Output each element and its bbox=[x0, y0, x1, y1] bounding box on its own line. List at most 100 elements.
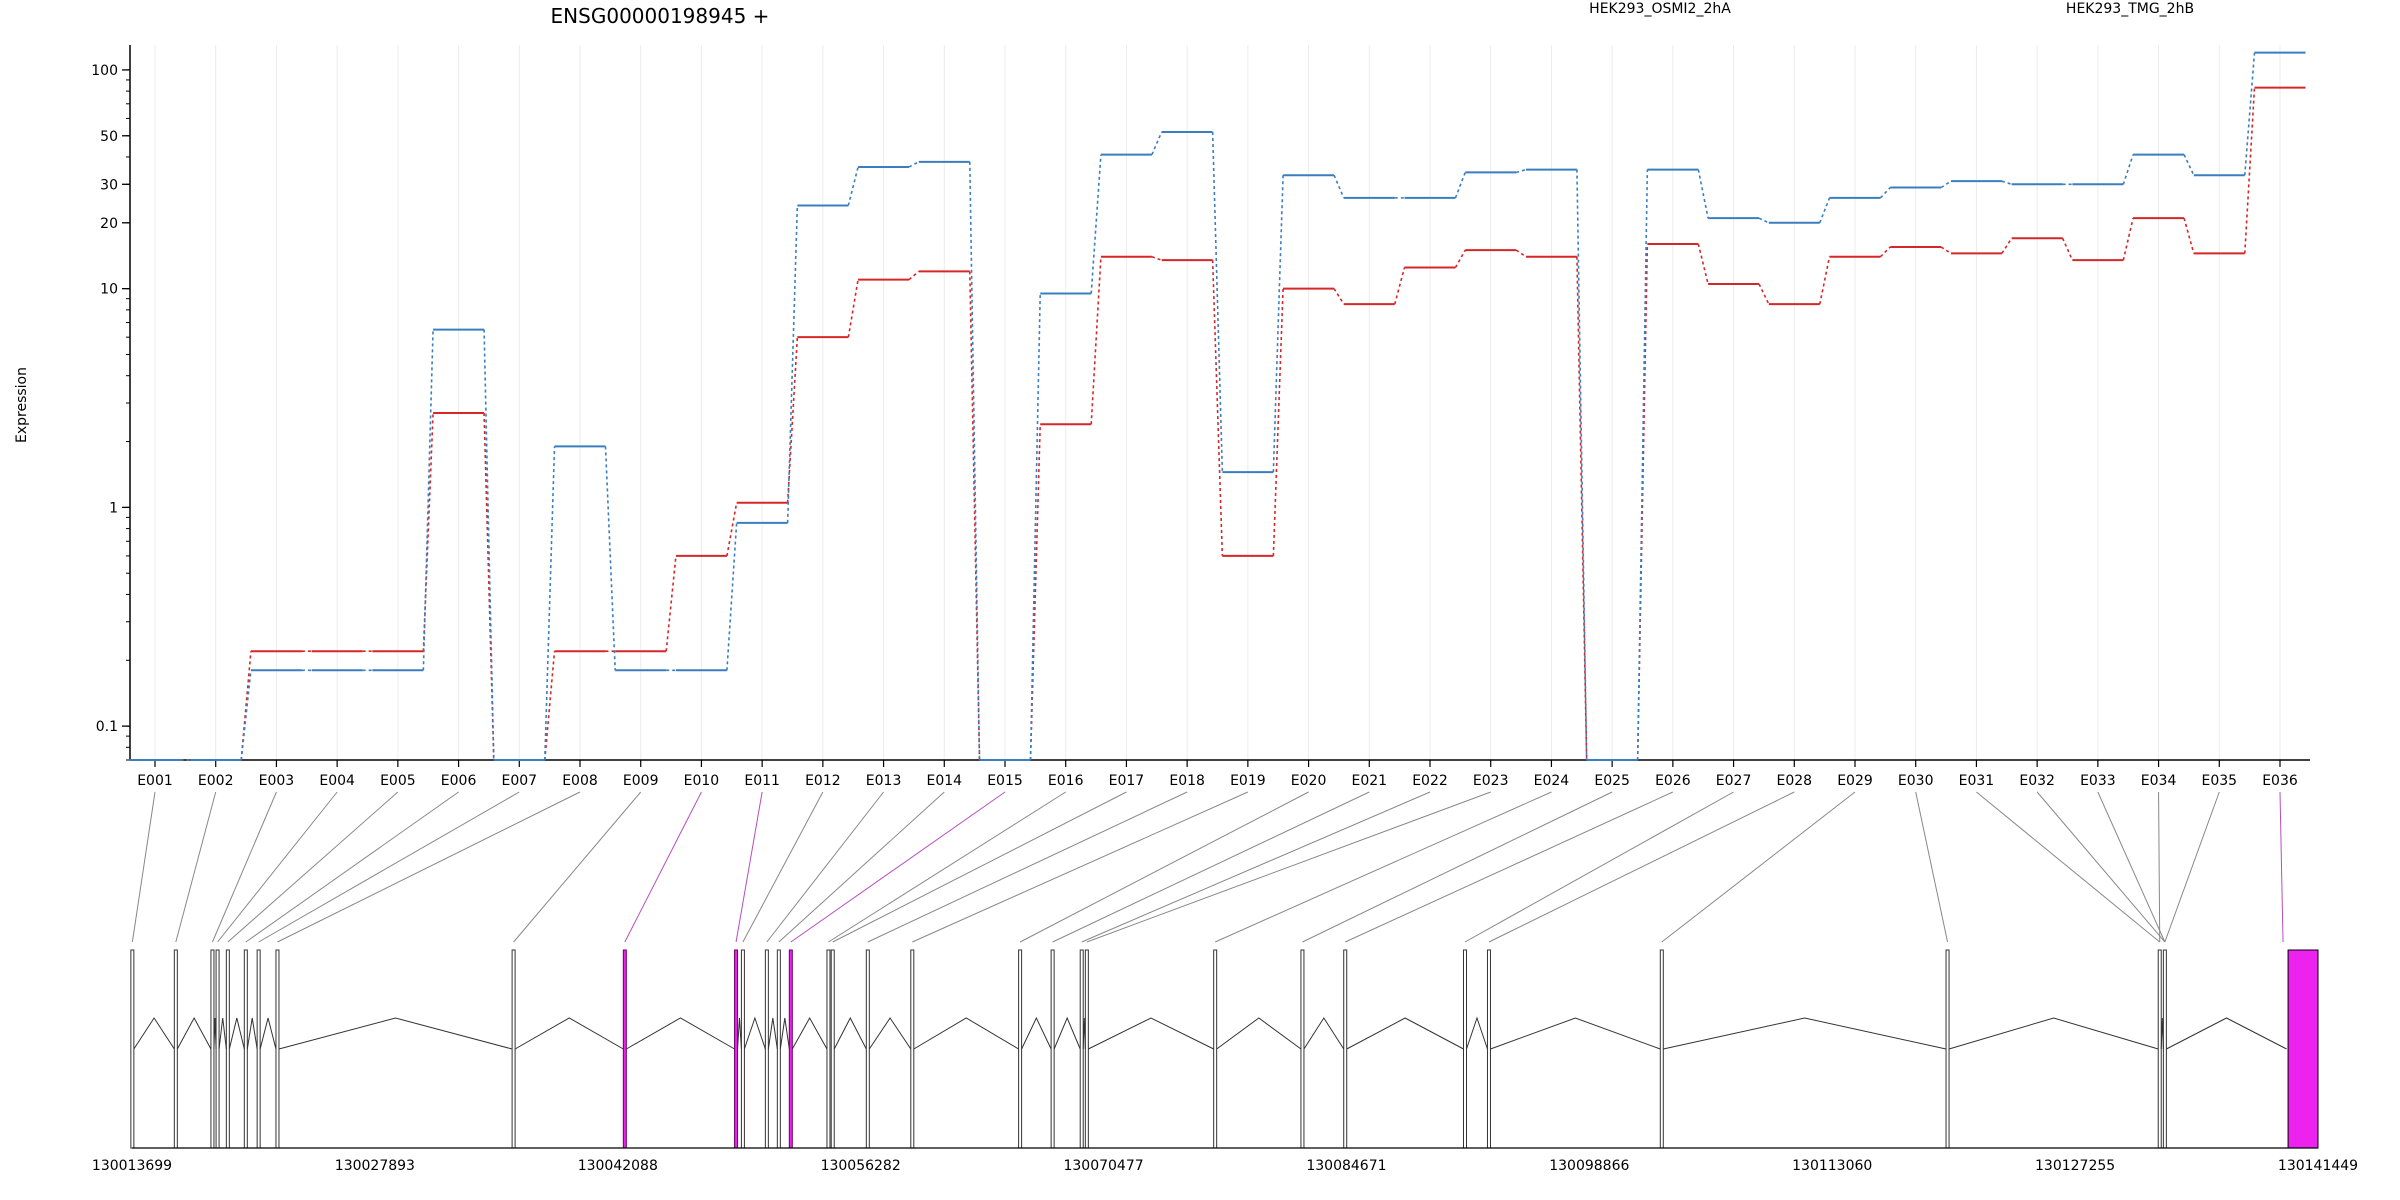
x-tick-label: E006 bbox=[441, 773, 477, 789]
x-tick-label: E012 bbox=[805, 773, 841, 789]
connector-segment bbox=[240, 670, 252, 761]
exon bbox=[826, 949, 831, 1149]
connector-segment bbox=[1636, 169, 1649, 761]
x-tick-label: E005 bbox=[380, 773, 416, 789]
x-tick-label: E036 bbox=[2262, 773, 2298, 789]
connector-segment bbox=[1029, 293, 1042, 761]
connector-segment bbox=[2061, 237, 2074, 261]
exon-connector bbox=[1464, 791, 1734, 943]
x-tick-label: E032 bbox=[2019, 773, 2055, 789]
x-tick-label: E009 bbox=[623, 773, 659, 789]
intron-line bbox=[767, 1017, 778, 1050]
connector-segment bbox=[726, 522, 738, 671]
exon-connector bbox=[742, 791, 824, 943]
exon-highlighted bbox=[622, 949, 627, 1149]
connector-segment bbox=[2243, 52, 2256, 176]
connector-segment bbox=[422, 329, 434, 671]
exon-connector bbox=[1976, 791, 2161, 943]
intron-line bbox=[1053, 1016, 1081, 1050]
exon bbox=[1300, 949, 1305, 1149]
connector-segment bbox=[1151, 131, 1163, 155]
connector-segment bbox=[1758, 283, 1770, 305]
x-tick-label: E034 bbox=[2141, 773, 2177, 789]
exon bbox=[776, 949, 781, 1149]
x-tick-label: E024 bbox=[1534, 773, 1570, 789]
coordinate-label: 130042088 bbox=[578, 1158, 658, 1174]
exon bbox=[225, 949, 230, 1149]
connector-segment bbox=[1879, 246, 1891, 258]
intron-line bbox=[913, 1017, 1019, 1050]
connector-segment bbox=[543, 446, 556, 761]
y-axis-label: Expression bbox=[14, 367, 30, 443]
connector-segment bbox=[1697, 169, 1709, 219]
x-tick-label: E014 bbox=[926, 773, 962, 789]
intron-line bbox=[1490, 1017, 1661, 1050]
exon bbox=[1945, 949, 1950, 1149]
exon bbox=[2157, 949, 2162, 1149]
grid-layer bbox=[154, 45, 2281, 760]
intron-line bbox=[2166, 1017, 2287, 1050]
connector-segment bbox=[2001, 180, 2012, 186]
exon bbox=[215, 949, 220, 1149]
x-tick-label: E029 bbox=[1837, 773, 1873, 789]
coordinate-label: 130113060 bbox=[1792, 1158, 1872, 1174]
connector-segment bbox=[1515, 168, 1527, 174]
exon-connector bbox=[131, 791, 156, 943]
connector-segment bbox=[1090, 256, 1102, 425]
series-layer bbox=[129, 51, 2306, 761]
exon-connector bbox=[2097, 791, 2166, 943]
intron-line bbox=[779, 1017, 790, 1050]
exon-connector bbox=[766, 791, 884, 943]
connector-segment bbox=[847, 166, 859, 206]
x-tick-label: E008 bbox=[562, 773, 598, 789]
intron-line bbox=[1021, 1016, 1052, 1050]
intron-line bbox=[1346, 1017, 1464, 1050]
exon-connector bbox=[832, 791, 1127, 943]
x-tick-label: E022 bbox=[1412, 773, 1448, 789]
y-tick-label: 0.1 bbox=[96, 719, 118, 735]
y-tick-label: 10 bbox=[100, 282, 118, 298]
coordinate-label: 130070477 bbox=[1063, 1158, 1143, 1174]
exon-connector bbox=[624, 791, 702, 943]
connector-segment bbox=[1394, 267, 1406, 305]
connector-segment bbox=[665, 555, 677, 652]
x-tick-label: E013 bbox=[866, 773, 902, 789]
connector-segment bbox=[2001, 237, 2013, 254]
exon bbox=[1343, 949, 1348, 1149]
exon-highlighted bbox=[788, 949, 793, 1149]
gene-model-layer: 130013699 130027893 130042088 130056282 1300… bbox=[92, 949, 2358, 1174]
connector-segment bbox=[2183, 154, 2195, 176]
intron-line bbox=[246, 1017, 258, 1050]
exon-connector bbox=[1915, 791, 1949, 943]
exon bbox=[740, 949, 745, 1149]
exon bbox=[910, 949, 915, 1149]
exon-connector bbox=[1052, 791, 1370, 943]
connector-segment bbox=[422, 413, 434, 652]
connector-segment bbox=[1819, 256, 1831, 305]
connector-segment bbox=[2243, 87, 2256, 254]
intron-line bbox=[2160, 1017, 2164, 1050]
intron-line bbox=[1216, 1017, 1302, 1050]
exon-connector bbox=[2164, 791, 2220, 943]
exon bbox=[1659, 949, 1664, 1149]
intron-line bbox=[833, 1016, 867, 1050]
connector-segment bbox=[1879, 186, 1891, 199]
connector-segment bbox=[1819, 197, 1831, 224]
x-tick-label: E026 bbox=[1655, 773, 1691, 789]
exon-connector bbox=[2279, 791, 2284, 943]
y-tick-label: 20 bbox=[100, 216, 118, 232]
exon bbox=[764, 949, 769, 1149]
intron-line bbox=[218, 1017, 227, 1050]
exon bbox=[1463, 949, 1468, 1149]
connector-segment bbox=[1333, 174, 1345, 199]
connector-segment bbox=[604, 446, 617, 671]
exon bbox=[173, 949, 178, 1149]
connector-segment bbox=[2122, 217, 2134, 261]
intron-line bbox=[1948, 1017, 2159, 1050]
x-tick-label: E035 bbox=[2201, 773, 2237, 789]
x-tick-label: E016 bbox=[1048, 773, 1084, 789]
connector-segment bbox=[1697, 243, 1709, 285]
intron-line bbox=[791, 1016, 828, 1050]
y-tick-label: 1 bbox=[109, 500, 118, 516]
intron-line bbox=[626, 1017, 735, 1050]
